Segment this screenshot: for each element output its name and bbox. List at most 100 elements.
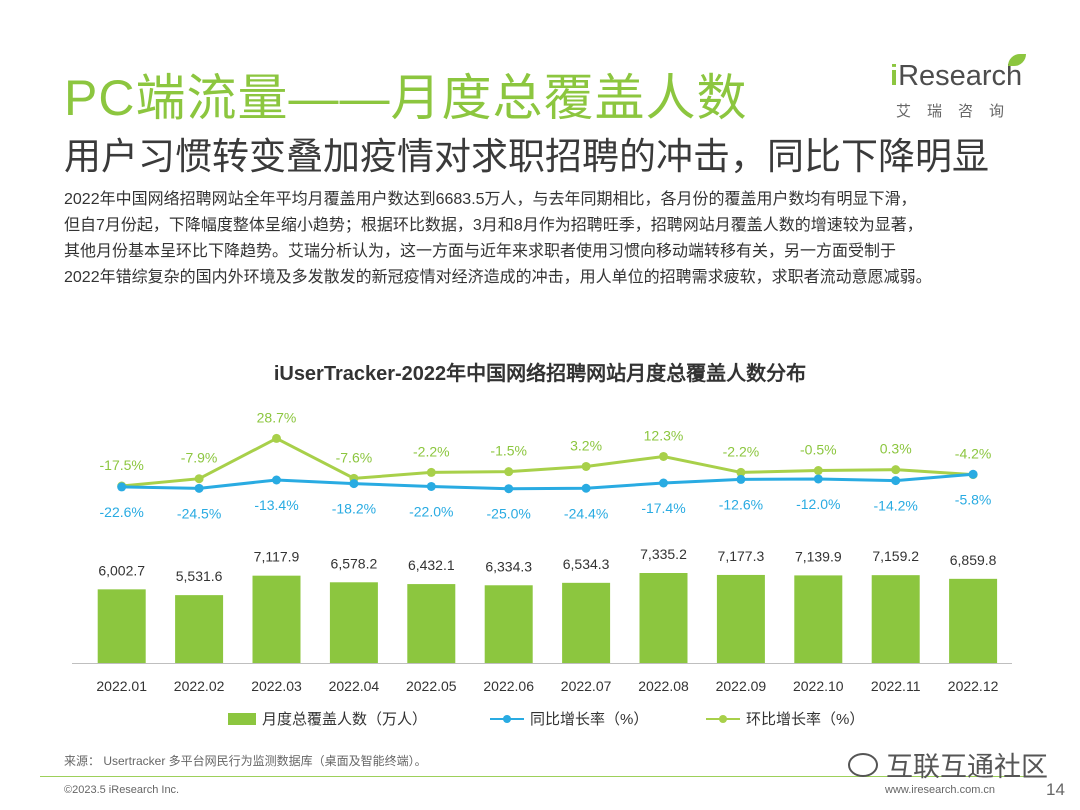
- mom-point: [426, 467, 436, 477]
- bar-value-label: 5,531.6: [176, 568, 223, 584]
- mom-data-label: 3.2%: [570, 437, 602, 453]
- bar-value-label: 6,859.8: [950, 552, 997, 568]
- bar: [639, 573, 688, 663]
- mom-data-label: 28.7%: [257, 409, 297, 425]
- footer-divider: [40, 776, 1040, 777]
- logo-chinese: 艾瑞咨询: [896, 103, 1021, 120]
- yoy-data-label: -22.0%: [409, 503, 453, 519]
- bar-value-label: 6,334.3: [485, 558, 532, 574]
- x-tick-label: 2022.06: [483, 678, 534, 694]
- mom-point: [581, 461, 591, 471]
- yoy-data-label: -17.4%: [641, 500, 685, 516]
- yoy-data-label: -12.0%: [796, 496, 840, 512]
- bar: [484, 585, 533, 663]
- bar-value-label: 7,335.2: [640, 546, 687, 562]
- mom-data-label: 12.3%: [644, 427, 684, 443]
- bar: [97, 589, 146, 663]
- yoy-point: [272, 475, 281, 485]
- yoy-point: [813, 474, 823, 484]
- yoy-point: [349, 479, 359, 489]
- description-line: 2022年中国网络招聘网站全年平均月覆盖用户数达到6683.5万人，与去年同期相…: [64, 191, 917, 208]
- bar-value-label: 7,117.9: [254, 549, 300, 565]
- bar-value-label: 6,432.1: [408, 557, 455, 573]
- yoy-point: [968, 469, 978, 479]
- yoy-point: [194, 483, 204, 493]
- logo-leaf-icon: [1008, 54, 1026, 66]
- yoy-point: [659, 478, 668, 488]
- bar: [252, 575, 301, 663]
- wechat-icon: [848, 752, 878, 777]
- description-line: 其他月份基本呈环比下降趋势。艾瑞分析认为，这一方面与近年来求职者使用习惯向移动端…: [64, 243, 897, 260]
- x-tick-label: 2022.07: [561, 678, 612, 694]
- yoy-point: [426, 481, 436, 491]
- mom-point: [272, 433, 281, 443]
- yoy-data-label: -13.4%: [254, 497, 298, 513]
- legend-label: 同比增长率（%）: [530, 711, 649, 728]
- description-paragraph: 2022年中国网络招聘网站全年平均月覆盖用户数达到6683.5万人，与去年同期相…: [64, 187, 1039, 291]
- mom-line: [121, 436, 974, 488]
- bar-value-label: 7,177.3: [718, 548, 765, 564]
- mom-data-label: -1.5%: [490, 443, 527, 459]
- description-line: 但自7月份起，下降幅度整体呈缩小趋势；根据环比数据，3月和8月作为招聘旺季，招聘…: [64, 217, 923, 234]
- yoy-point: [736, 474, 746, 484]
- yoy-data-label: -24.5%: [177, 505, 221, 521]
- x-tick-label: 2022.01: [96, 678, 147, 694]
- mom-point: [891, 465, 901, 475]
- bar: [871, 575, 920, 663]
- x-tick-label: 2022.05: [406, 678, 457, 694]
- yoy-point: [581, 483, 591, 493]
- chart-legend: 月度总覆盖人数（万人） 同比增长率（%） 环比增长率（%）: [228, 708, 868, 732]
- chart-title: iUserTracker-2022年中国网络招聘网站月度总覆盖人数分布: [273, 363, 807, 385]
- legend-item-mom: 环比增长率（%）: [706, 708, 864, 729]
- x-tick-label: 2022.11: [871, 678, 921, 694]
- mom-data-label: -2.2%: [723, 443, 760, 459]
- bar: [329, 582, 378, 663]
- yoy-data-label: -12.6%: [719, 496, 763, 512]
- x-tick-label: 2022.02: [174, 678, 225, 694]
- yoy-data-label: -14.2%: [874, 498, 918, 514]
- x-tick-label: 2022.04: [329, 678, 380, 694]
- source-note: 来源： Usertracker 多平台网民行为监测数据库（桌面及智能终端）。: [64, 754, 427, 768]
- mom-data-label: -7.6%: [336, 449, 373, 465]
- mom-point: [813, 466, 823, 476]
- legend-item-bar: 月度总覆盖人数（万人）: [228, 708, 427, 729]
- legend-line-swatch: [490, 713, 524, 725]
- watermark-text: 互联互通社区: [886, 752, 1048, 782]
- bar: [175, 595, 224, 663]
- logo-first-letter: i: [890, 60, 899, 92]
- page-number: 14: [1046, 780, 1065, 799]
- yoy-point: [117, 482, 127, 492]
- yoy-data-label: -22.6%: [100, 504, 144, 520]
- x-tick-label: 2022.08: [638, 678, 689, 694]
- x-tick-label: 2022.03: [251, 678, 302, 694]
- mom-point: [659, 451, 668, 461]
- bar: [407, 584, 456, 663]
- bar: [949, 578, 998, 663]
- bar-value-label: 7,139.9: [795, 548, 842, 564]
- legend-label: 环比增长率（%）: [746, 711, 865, 728]
- mom-point: [194, 474, 204, 484]
- mom-data-label: -4.2%: [955, 446, 992, 462]
- page-subtitle: 用户习惯转变叠加疫情对求职招聘的冲击，同比下降明显: [64, 136, 989, 177]
- bar-value-label: 6,578.2: [331, 555, 378, 571]
- page-title: PC端流量——月度总覆盖人数: [64, 70, 748, 126]
- bar: [794, 575, 843, 663]
- legend-item-yoy: 同比增长率（%）: [490, 708, 648, 729]
- description-line: 2022年错综复杂的国内外环境及多发散发的新冠疫情对经济造成的冲击，用人单位的招…: [64, 269, 932, 286]
- x-tick-label: 2022.10: [793, 678, 844, 694]
- x-tick-label: 2022.09: [716, 678, 767, 694]
- watermark: 互联互通社区: [848, 745, 1048, 784]
- legend-line-swatch: [706, 713, 740, 725]
- mom-data-label: -17.5%: [100, 457, 144, 473]
- mom-data-label: -7.9%: [181, 450, 218, 466]
- iresearch-logo: iResearch 艾瑞咨询: [890, 54, 1030, 122]
- yoy-line: [121, 472, 974, 491]
- yoy-data-label: -24.4%: [564, 505, 608, 521]
- bar: [716, 574, 765, 663]
- yoy-point: [504, 484, 514, 494]
- mom-point: [736, 467, 746, 477]
- logo-word: Research: [898, 60, 1023, 92]
- legend-bar-swatch: [228, 712, 256, 725]
- mom-data-label: -0.5%: [800, 442, 837, 458]
